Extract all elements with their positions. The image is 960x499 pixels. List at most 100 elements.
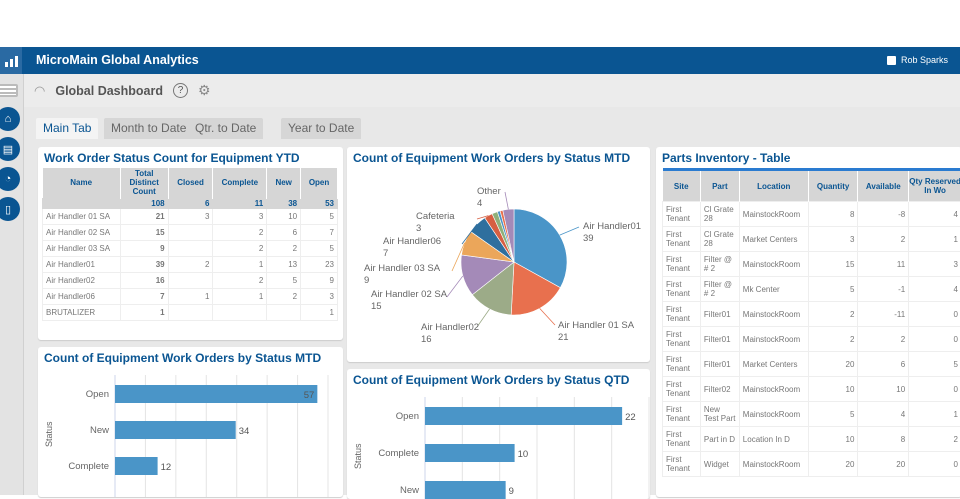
report-icon[interactable]: ▯ <box>0 197 20 221</box>
dashboard-gauge-icon[interactable]: ◔ <box>0 167 20 191</box>
table-cell: 20 <box>808 352 858 377</box>
pie-label: Cafeteria <box>416 211 455 222</box>
pie-value-label: 39 <box>583 233 594 244</box>
data-label: 22 <box>625 412 636 423</box>
bar[interactable] <box>115 385 317 403</box>
table-cell: 23 <box>301 256 338 272</box>
table-cell <box>213 304 267 320</box>
table-cell: 1 <box>909 227 960 252</box>
column-header[interactable]: Complete <box>213 168 267 198</box>
tab-year-to-date[interactable]: Year to Date <box>281 118 361 139</box>
mtd-bar-chart-panel: Count of Equipment Work Orders by Status… <box>38 347 343 497</box>
column-header[interactable]: Open <box>301 168 338 198</box>
pie-label: Other <box>477 186 501 197</box>
table-cell: First Tenant <box>663 277 701 302</box>
table-cell: 5 <box>808 277 858 302</box>
column-header[interactable]: Quantity <box>808 170 858 202</box>
tab-month-to-date[interactable]: Month to Date <box>104 118 193 139</box>
column-header[interactable]: Qty Reserved In Wo <box>909 170 960 202</box>
category-label: Complete <box>378 448 419 459</box>
bar[interactable] <box>115 421 236 439</box>
table-cell: Part in D <box>700 427 739 452</box>
table-cell: 10 <box>858 377 909 402</box>
bar[interactable] <box>115 457 158 475</box>
total-cell: 6 <box>168 198 213 208</box>
table-cell: First Tenant <box>663 427 701 452</box>
top-bar: MicroMain Global Analytics Rob Sparks <box>0 47 960 74</box>
bar[interactable] <box>425 407 622 425</box>
pie-label: Air Handler02 <box>421 322 479 333</box>
table-cell: 20 <box>808 452 858 477</box>
table-cell: 1 <box>168 288 213 304</box>
total-cell: 108 <box>120 198 168 208</box>
data-label: 34 <box>239 426 250 437</box>
table-cell: New Test Part <box>700 402 739 427</box>
table-cell: Widget <box>700 452 739 477</box>
pie-leader-line <box>447 276 463 297</box>
column-header[interactable]: New <box>267 168 301 198</box>
table-cell: 6 <box>858 352 909 377</box>
table-cell: 9 <box>301 272 338 288</box>
settings-gear-icon[interactable]: ⚙ <box>198 82 211 99</box>
table-cell: MainstockRoom <box>739 402 808 427</box>
tab-quarter-to-date[interactable]: Qtr. to Date <box>188 118 263 139</box>
category-label: New <box>400 485 419 496</box>
pie-value-label: 21 <box>558 332 569 343</box>
column-header[interactable]: Part <box>700 170 739 202</box>
user-name: Rob Sparks <box>901 55 948 65</box>
table-cell: 5 <box>267 272 301 288</box>
table-cell: 4 <box>858 402 909 427</box>
home-icon[interactable]: ⌂ <box>0 107 20 131</box>
pie-value-label: 9 <box>364 275 369 286</box>
panel-title: Count of Equipment Work Orders by Status… <box>353 373 629 387</box>
menu-icon[interactable] <box>0 84 18 97</box>
user-menu[interactable]: Rob Sparks <box>887 55 948 65</box>
tab-main[interactable]: Main Tab <box>36 118 98 139</box>
table-cell: Market Centers <box>739 227 808 252</box>
total-cell: 53 <box>301 198 338 208</box>
bar[interactable] <box>425 444 515 462</box>
table-cell: Air Handler01 <box>43 256 121 272</box>
column-header[interactable]: Available <box>858 170 909 202</box>
column-header[interactable]: Site <box>663 170 701 202</box>
bar[interactable] <box>425 481 506 499</box>
pie-label: Air Handler 02 SA <box>371 289 448 300</box>
table-cell: 16 <box>120 272 168 288</box>
panel-title: Parts Inventory - Table <box>662 151 790 165</box>
table-cell: First Tenant <box>663 452 701 477</box>
column-header[interactable]: Closed <box>168 168 213 198</box>
table-cell: Air Handler02 <box>43 272 121 288</box>
help-icon[interactable]: ? <box>173 83 188 98</box>
column-header[interactable]: Location <box>739 170 808 202</box>
table-cell: Cl Grate 28 <box>700 227 739 252</box>
work-order-icon[interactable]: ▤ <box>0 137 20 161</box>
table-cell: First Tenant <box>663 302 701 327</box>
table-cell: 3 <box>909 252 960 277</box>
table-cell: 8 <box>858 427 909 452</box>
column-header[interactable]: Name <box>43 168 121 198</box>
table-cell: 2 <box>267 288 301 304</box>
data-label: 10 <box>518 449 529 460</box>
column-header[interactable]: Total Distinct Count <box>120 168 168 198</box>
